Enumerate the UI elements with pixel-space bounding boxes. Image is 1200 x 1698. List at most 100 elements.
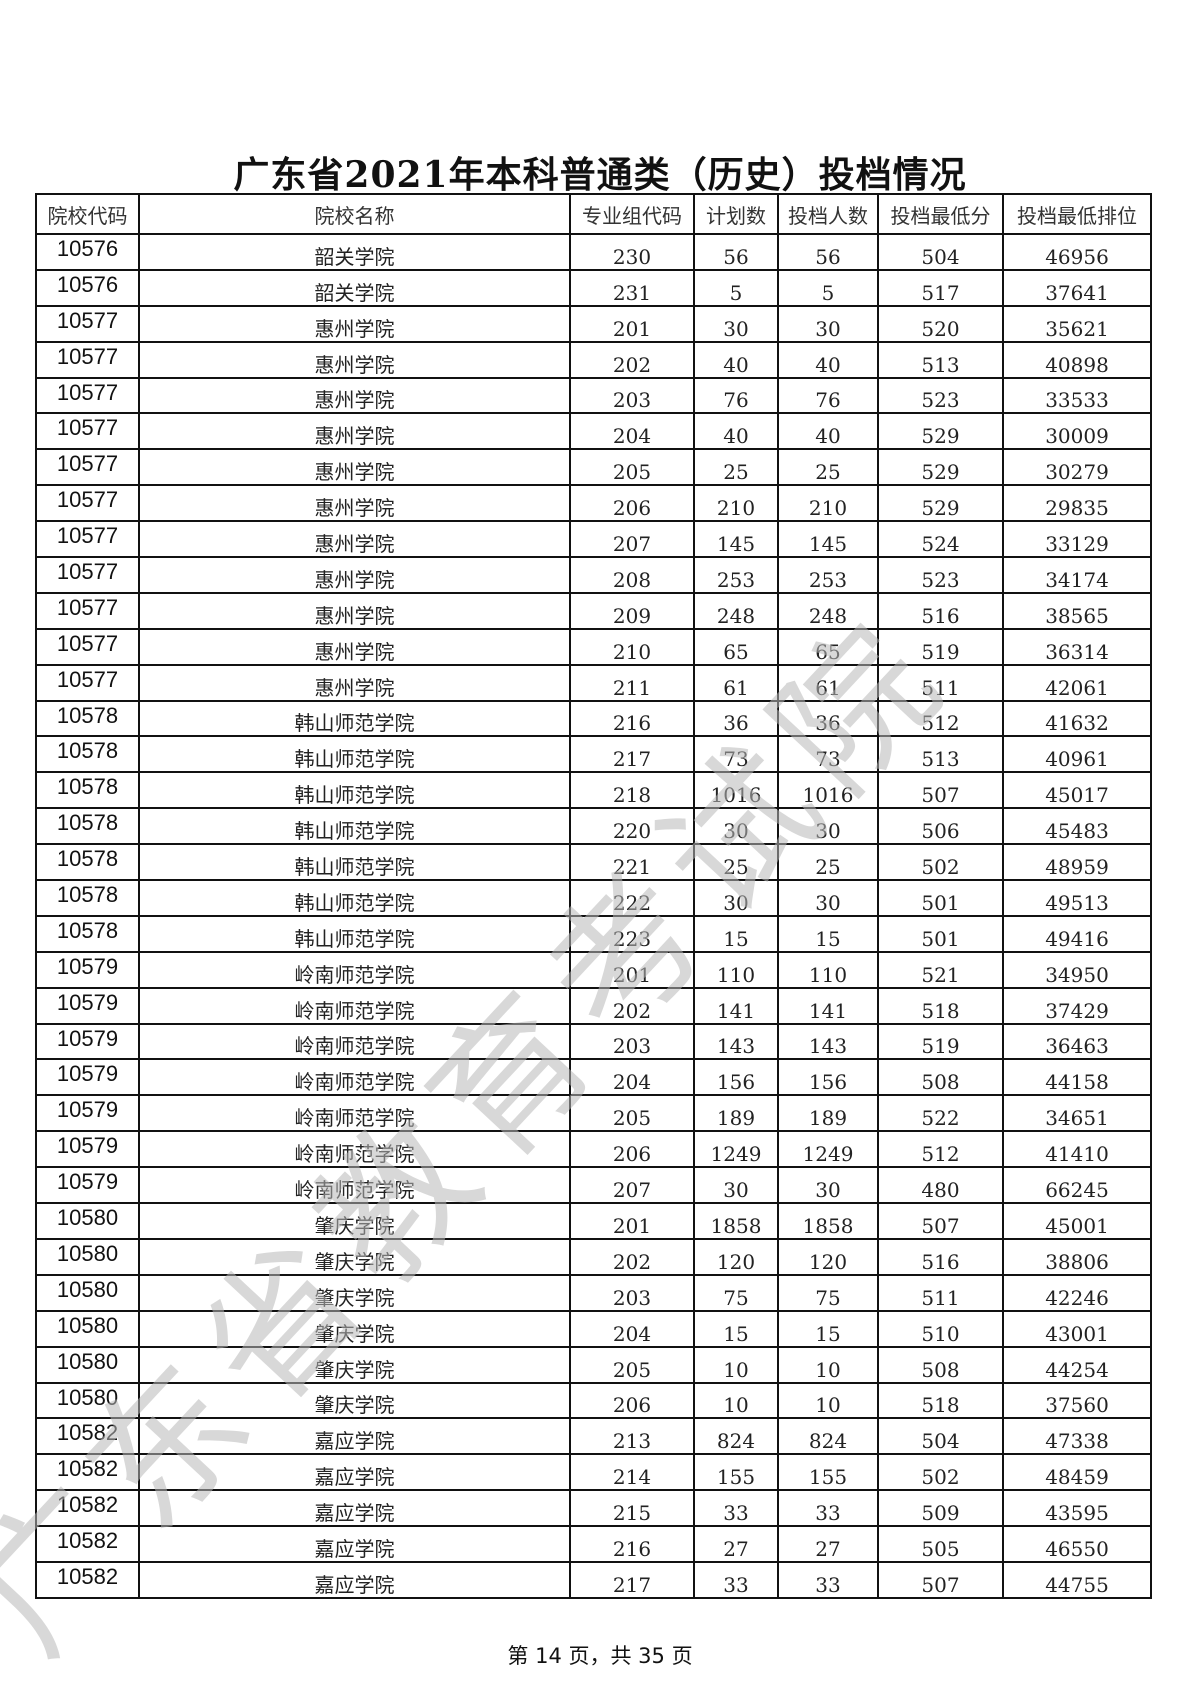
table-row: 10579 岭南师范学院 205 189 189 522 34651: [35, 1094, 1152, 1133]
table-cell: 惠州学院: [138, 520, 571, 559]
cell-text: 10577: [56, 307, 119, 333]
cell-text: 10577: [56, 343, 119, 369]
cell-text: 76: [815, 388, 841, 413]
table-cell: 29835: [1002, 484, 1152, 523]
table-cell: 岭南师范学院: [138, 1058, 571, 1097]
cell-text: 惠州学院: [314, 424, 395, 449]
cell-text: 61: [815, 675, 841, 700]
table-cell: 65: [693, 627, 779, 666]
table-cell: 1249: [693, 1130, 779, 1169]
table-cell: 10580: [35, 1237, 140, 1276]
cell-text: 1016: [802, 783, 854, 808]
table-cell: 33533: [1002, 376, 1152, 415]
table-cell: 33: [777, 1560, 879, 1599]
table-cell: 10580: [35, 1202, 140, 1240]
table-cell: 520: [877, 304, 1004, 343]
cell-text: 15: [815, 926, 841, 951]
table-cell: 1249: [777, 1130, 879, 1169]
table-cell: 216: [569, 1525, 695, 1563]
column-header: 专业组代码: [569, 193, 695, 235]
table-cell: 惠州学院: [138, 484, 571, 523]
cell-text: 1249: [802, 1142, 854, 1167]
cell-text: 10577: [56, 666, 119, 692]
table-cell: 38806: [1002, 1237, 1152, 1276]
cell-text: 46550: [1045, 1536, 1109, 1561]
table-cell: 824: [777, 1417, 879, 1456]
cell-text: 肇庆学院: [314, 1285, 395, 1310]
cell-text: 65: [815, 639, 841, 664]
table-cell: 25: [777, 843, 879, 882]
cell-text: 230: [612, 244, 652, 269]
table-cell: 10580: [35, 1345, 140, 1384]
cell-text: 215: [612, 1501, 652, 1526]
cell-text: 513: [921, 747, 960, 772]
cell-text: 嘉应学院: [314, 1501, 395, 1526]
cell-text: 34950: [1045, 962, 1109, 987]
cell-text: 523: [921, 567, 960, 592]
table-cell: 529: [877, 484, 1004, 523]
table-cell: 40961: [1002, 735, 1152, 774]
table-cell: 210: [693, 484, 779, 523]
cell-text: 516: [921, 603, 960, 628]
cell-text: 40: [815, 352, 841, 377]
cell-text: 25: [815, 855, 841, 880]
table-cell: 43595: [1002, 1489, 1152, 1528]
cell-text: 145: [716, 532, 756, 557]
cell-text: 韶关学院: [314, 244, 395, 269]
table-row: 10582 嘉应学院 217 33 33 507 44755: [35, 1560, 1152, 1599]
cell-text: 73: [815, 747, 841, 772]
table-cell: 49416: [1002, 914, 1152, 953]
cell-text: 10578: [56, 774, 119, 800]
cell-text: 韶关学院: [314, 280, 395, 305]
cell-text: 肇庆学院: [314, 1249, 395, 1274]
table-cell: 嘉应学院: [138, 1417, 571, 1456]
column-header: 投档最低分: [877, 193, 1004, 235]
cell-text: 韩山师范学院: [294, 855, 415, 880]
cell-text: 518: [921, 1393, 960, 1418]
table-cell: 41410: [1002, 1130, 1152, 1169]
cell-text: 512: [921, 1142, 960, 1167]
cell-text: 1858: [710, 1213, 762, 1238]
cell-text: 480: [921, 1178, 960, 1203]
cell-text: 10578: [56, 917, 119, 943]
table-cell: 516: [877, 591, 1004, 630]
table-cell: 肇庆学院: [138, 1381, 571, 1420]
cell-text: 218: [612, 783, 652, 808]
cell-text: 207: [612, 1178, 652, 1203]
cell-text: 210: [808, 496, 848, 521]
cell-text: 10582: [56, 1456, 119, 1482]
cell-text: 40961: [1045, 747, 1109, 772]
cell-text: 30: [723, 819, 749, 844]
cell-text: 40898: [1045, 352, 1109, 377]
table-cell: 36463: [1002, 1022, 1152, 1061]
table-cell: 10578: [35, 879, 140, 917]
table-row: 10579 岭南师范学院 201 110 110 521 34950: [35, 950, 1152, 989]
table-cell: 33: [693, 1489, 779, 1528]
cell-text: 248: [716, 603, 756, 628]
cell-text: 501: [921, 926, 960, 951]
cell-text: 10578: [56, 882, 119, 908]
cell-text: 145: [808, 532, 848, 557]
cell-text: 65: [723, 639, 749, 664]
table-cell: 206: [569, 484, 695, 523]
cell-text: 5: [729, 280, 743, 305]
cell-text: 岭南师范学院: [294, 1178, 415, 1203]
cell-text: 34174: [1045, 567, 1109, 592]
cell-text: 15: [723, 926, 749, 951]
table-cell: 1858: [693, 1202, 779, 1240]
cell-text: 惠州学院: [314, 567, 395, 592]
table-row: 10580 肇庆学院 205 10 10 508 44254: [35, 1345, 1152, 1384]
table-cell: 202: [569, 340, 695, 379]
table-cell: 204: [569, 412, 695, 451]
table-cell: 10578: [35, 807, 140, 846]
table-cell: 505: [877, 1525, 1004, 1563]
table-cell: 10579: [35, 1058, 140, 1097]
cell-text: 30: [815, 819, 841, 844]
cell-text: 44755: [1045, 1572, 1109, 1597]
table-cell: 231: [569, 268, 695, 307]
table-cell: 521: [877, 950, 1004, 989]
table-cell: 44254: [1002, 1345, 1152, 1384]
cell-text: 519: [921, 639, 960, 664]
cell-text: 38565: [1045, 603, 1109, 628]
cell-text: 524: [921, 532, 960, 557]
